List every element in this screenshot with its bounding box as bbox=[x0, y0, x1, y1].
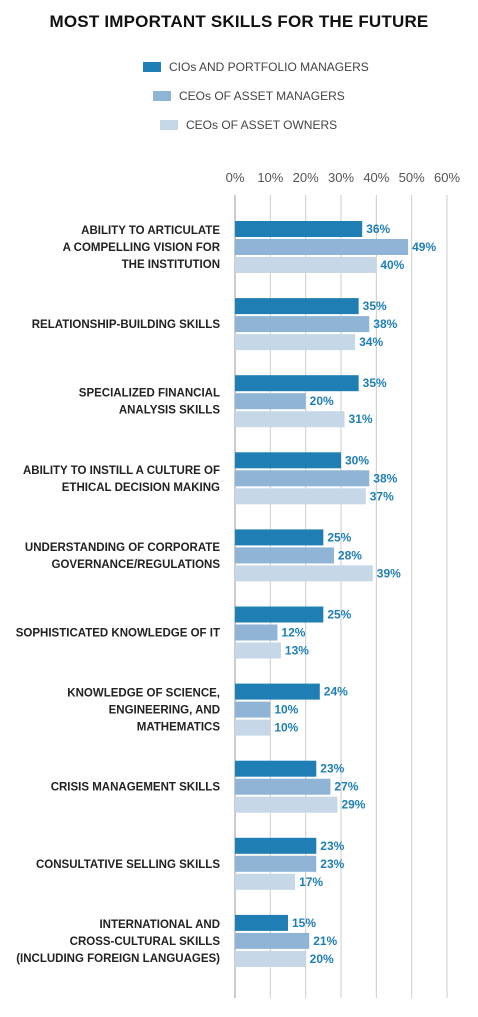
value-label-2-2: 31% bbox=[349, 412, 373, 426]
value-label-0-2: 40% bbox=[380, 258, 404, 272]
value-label-5-1: 12% bbox=[281, 626, 305, 640]
bar-0-1 bbox=[235, 239, 409, 255]
value-label-4-2: 39% bbox=[377, 566, 401, 580]
bar-9-1 bbox=[235, 932, 310, 949]
value-label-6-2: 10% bbox=[274, 721, 298, 735]
bar-5-2 bbox=[235, 642, 281, 659]
value-label-9-0: 15% bbox=[292, 916, 316, 930]
bar-6-2 bbox=[235, 719, 271, 736]
bar-2-0 bbox=[235, 375, 359, 392]
bar-3-0 bbox=[235, 452, 341, 469]
value-label-3-0: 30% bbox=[345, 453, 369, 467]
legend-item-ceos-asset-owners: CEOs OF ASSET OWNERS bbox=[160, 117, 337, 133]
x-tick-label-2: 20% bbox=[293, 170, 319, 185]
value-label-3-1: 38% bbox=[373, 471, 397, 485]
value-label-0-1: 49% bbox=[412, 240, 436, 254]
bar-6-0 bbox=[235, 683, 320, 700]
bar-0-0 bbox=[235, 221, 363, 237]
bar-8-0 bbox=[235, 837, 317, 854]
value-label-8-1: 23% bbox=[320, 857, 344, 871]
category-label-2-line-0: SPECIALIZED FINANCIAL bbox=[79, 388, 220, 400]
legend-label-ceos-asset-managers: CEOs OF ASSET MANAGERS bbox=[179, 89, 345, 103]
bar-7-1 bbox=[235, 778, 331, 795]
category-label-6-line-1: ENGINEERING, AND bbox=[109, 705, 220, 717]
value-label-7-0: 23% bbox=[320, 762, 344, 776]
x-tick-label-1: 10% bbox=[257, 170, 283, 185]
value-label-2-1: 20% bbox=[310, 394, 334, 408]
bar-5-0 bbox=[235, 606, 324, 623]
value-label-8-2: 17% bbox=[299, 875, 323, 889]
legend-swatch-cios bbox=[143, 62, 161, 72]
value-label-1-2: 34% bbox=[359, 335, 383, 349]
value-label-4-1: 28% bbox=[338, 548, 362, 562]
value-label-7-2: 29% bbox=[341, 798, 365, 812]
bar-4-2 bbox=[235, 565, 373, 582]
legend-label-cios: CIOs AND PORTFOLIO MANAGERS bbox=[169, 60, 369, 74]
category-label-4-line-1: GOVERNANCE/REGULATIONS bbox=[52, 559, 221, 571]
x-tick-label-6: 60% bbox=[434, 170, 460, 185]
legend-swatch-ceos-asset-owners bbox=[160, 120, 178, 130]
category-label-9-line-1: CROSS-CULTURAL SKILLS bbox=[70, 936, 221, 948]
value-label-0-0: 36% bbox=[366, 222, 390, 236]
category-label-3-line-1: ETHICAL DECISION MAKING bbox=[62, 482, 220, 494]
value-label-5-0: 25% bbox=[327, 608, 351, 622]
bar-1-1 bbox=[235, 316, 370, 333]
legend-swatch-ceos-asset-managers bbox=[153, 91, 171, 101]
bar-3-2 bbox=[235, 488, 366, 505]
bar-2-2 bbox=[235, 411, 345, 428]
category-label-1-line-0: RELATIONSHIP-BUILDING SKILLS bbox=[32, 319, 221, 331]
legend-item-ceos-asset-managers: CEOs OF ASSET MANAGERS bbox=[153, 88, 345, 104]
x-tick-label-5: 50% bbox=[399, 170, 425, 185]
bar-6-1 bbox=[235, 701, 271, 718]
category-label-7-line-0: CRISIS MANAGEMENT SKILLS bbox=[51, 782, 221, 794]
x-tick-label-0: 0% bbox=[226, 170, 245, 185]
bar-1-0 bbox=[235, 298, 359, 315]
category-label-8-line-0: CONSULTATIVE SELLING SKILLS bbox=[36, 859, 220, 871]
category-label-0-line-1: A COMPELLING VISION FOR bbox=[63, 242, 221, 254]
bar-0-2 bbox=[235, 257, 377, 273]
value-label-3-2: 37% bbox=[370, 489, 394, 503]
x-tick-label-4: 40% bbox=[363, 170, 389, 185]
category-label-5-line-0: SOPHISTICATED KNOWLEDGE OF IT bbox=[16, 628, 220, 640]
category-label-6-line-0: KNOWLEDGE OF SCIENCE, bbox=[67, 688, 220, 700]
x-tick-label-3: 30% bbox=[328, 170, 354, 185]
legend-label-ceos-asset-owners: CEOs OF ASSET OWNERS bbox=[186, 118, 338, 132]
bar-4-0 bbox=[235, 529, 324, 546]
legend-item-cios: CIOs AND PORTFOLIO MANAGERS bbox=[143, 59, 369, 75]
category-label-9-line-0: INTERNATIONAL AND bbox=[99, 919, 220, 931]
category-label-9-line-2: (INCLUDING FOREIGN LANGUAGES) bbox=[16, 953, 220, 965]
value-label-5-2: 13% bbox=[285, 644, 309, 658]
bar-9-0 bbox=[235, 914, 288, 931]
chart-title: MOST IMPORTANT SKILLS FOR THE FUTURE bbox=[49, 12, 429, 31]
value-label-6-1: 10% bbox=[274, 703, 298, 717]
value-label-8-0: 23% bbox=[320, 839, 344, 853]
value-label-4-0: 25% bbox=[327, 530, 351, 544]
value-label-7-1: 27% bbox=[334, 780, 358, 794]
value-label-2-0: 35% bbox=[363, 376, 387, 390]
category-label-6-line-2: MATHEMATICS bbox=[137, 722, 221, 734]
bar-1-2 bbox=[235, 334, 356, 351]
bar-4-1 bbox=[235, 547, 334, 564]
category-label-2-line-1: ANALYSIS SKILLS bbox=[119, 405, 221, 417]
value-label-9-1: 21% bbox=[313, 934, 337, 948]
bar-3-1 bbox=[235, 470, 370, 487]
category-label-3-line-0: ABILITY TO INSTILL A CULTURE OF bbox=[23, 465, 220, 477]
bar-9-2 bbox=[235, 950, 306, 967]
bar-2-1 bbox=[235, 393, 306, 410]
bar-7-0 bbox=[235, 760, 317, 777]
bar-8-2 bbox=[235, 873, 296, 890]
bar-8-1 bbox=[235, 855, 317, 872]
bar-5-1 bbox=[235, 624, 278, 641]
value-label-6-0: 24% bbox=[324, 685, 348, 699]
value-label-1-0: 35% bbox=[363, 299, 387, 313]
category-label-0-line-0: ABILITY TO ARTICULATE bbox=[81, 225, 220, 237]
value-label-1-1: 38% bbox=[373, 317, 397, 331]
value-label-9-2: 20% bbox=[310, 952, 334, 966]
category-label-4-line-0: UNDERSTANDING OF CORPORATE bbox=[25, 542, 220, 554]
category-label-0-line-2: THE INSTITUTION bbox=[122, 259, 220, 271]
bar-7-2 bbox=[235, 796, 338, 813]
